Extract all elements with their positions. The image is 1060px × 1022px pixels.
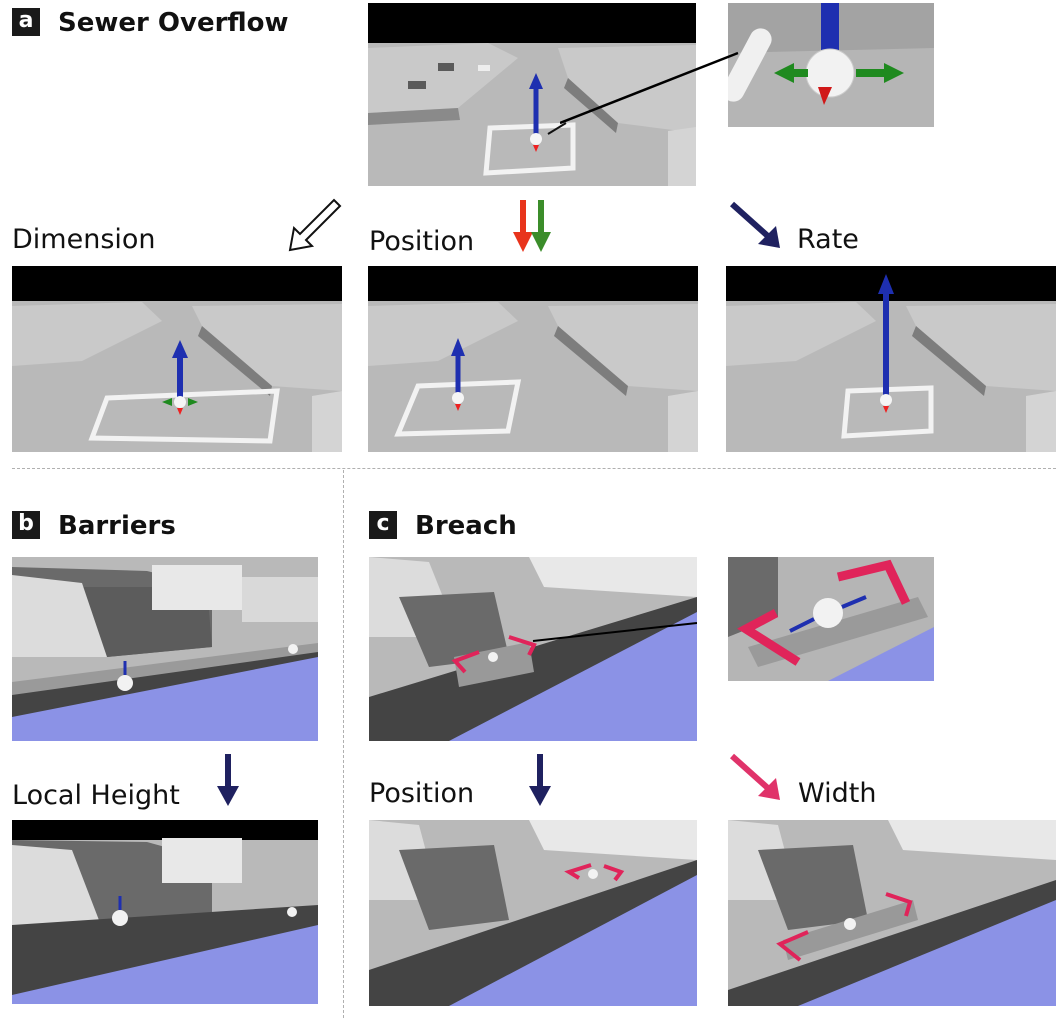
position-label-a: Position	[369, 226, 475, 257]
barriers-main-view	[12, 557, 318, 741]
section-b-badge: b	[12, 511, 40, 539]
horizontal-divider	[12, 468, 1056, 469]
red-green-down-arrows-icon	[513, 200, 551, 252]
width-label: Width	[798, 778, 877, 809]
rate-label: Rate	[797, 224, 859, 255]
position-label-c: Position	[369, 778, 475, 809]
breach-main-view	[369, 557, 697, 741]
zoom-leader-line	[560, 51, 739, 125]
hollow-arrow-icon	[288, 198, 342, 252]
dimension-result-view	[12, 266, 342, 452]
pink-diagonal-arrow-icon	[729, 753, 780, 800]
local-height-result-view	[12, 820, 318, 1004]
breach-width-result-view	[728, 820, 1056, 1006]
navy-diagonal-arrow-icon	[729, 201, 780, 248]
section-a-badge: a	[12, 8, 40, 36]
handle-zoom-inset	[728, 3, 934, 127]
section-c-title: Breach	[415, 511, 517, 541]
vertical-divider	[343, 470, 344, 1018]
rate-result-view	[726, 266, 1056, 452]
navy-down-arrow-icon	[529, 754, 551, 806]
section-b-title: Barriers	[58, 511, 176, 541]
section-c-badge: c	[369, 511, 397, 539]
position-result-view	[368, 266, 698, 452]
breach-position-result-view	[369, 820, 697, 1006]
breach-zoom-inset	[728, 557, 934, 681]
sewer-overflow-main-view	[368, 3, 696, 186]
dimension-label: Dimension	[12, 224, 156, 255]
navy-down-arrow-icon	[217, 754, 239, 806]
section-a-title: Sewer Overflow	[58, 8, 289, 38]
local-height-label: Local Height	[12, 780, 180, 811]
